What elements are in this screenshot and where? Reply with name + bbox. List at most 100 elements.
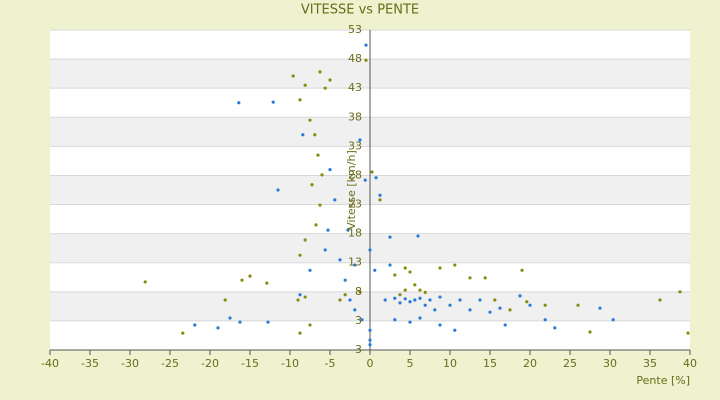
data-point [181,331,185,335]
data-point [525,300,529,304]
x-tick-label: -20 [201,357,219,370]
data-point [428,298,432,302]
data-point [383,298,387,302]
y-axis-label: Vitesse [km/h] [345,150,358,230]
data-point [423,290,427,294]
data-point [323,248,327,252]
data-point [228,316,232,320]
data-point [240,278,244,282]
data-point [508,308,512,312]
x-tick-label: 20 [523,357,537,370]
data-point [343,293,347,297]
data-point [368,338,372,342]
plot-area [49,29,691,355]
data-point [598,306,602,310]
x-tick-label: 35 [643,357,657,370]
data-point [296,298,300,302]
data-point [373,268,377,272]
data-point [318,70,322,74]
x-axis-label: Pente [%] [636,374,690,387]
x-tick-label: -15 [241,357,259,370]
data-point [543,303,547,307]
data-point [588,330,592,334]
data-point [333,198,337,202]
data-point [353,263,357,267]
data-point [298,98,302,102]
data-point [265,281,269,285]
y-tick-label: 38 [348,110,362,123]
data-point [313,133,317,137]
data-point [438,295,442,299]
data-point [370,170,374,174]
data-point [378,193,382,197]
data-point [271,100,275,104]
data-point [358,290,362,294]
data-point [308,323,312,327]
x-tick-label: 25 [563,357,577,370]
data-point [403,288,407,292]
data-point [458,298,462,302]
data-point [438,266,442,270]
data-point [418,296,422,300]
x-tick-label: -40 [41,357,59,370]
data-point [378,198,382,202]
data-point [368,343,372,347]
data-point [403,266,407,270]
data-point [216,326,220,330]
data-point [353,308,357,312]
data-point [503,323,507,327]
x-tick-label: 15 [483,357,497,370]
data-point [368,328,372,332]
data-point [374,176,378,180]
data-point [348,298,352,302]
y-tick-label: 18 [348,227,362,240]
data-point [520,268,524,272]
data-point [528,303,532,307]
data-point [368,248,372,252]
data-point [303,295,307,299]
data-point [453,328,457,332]
data-point [291,74,295,78]
data-point [416,234,420,238]
data-point [338,258,342,262]
data-point [438,323,442,327]
data-point [363,178,367,182]
data-point [266,320,270,324]
data-point [543,318,547,322]
data-point [248,274,252,278]
data-point [388,235,392,239]
data-point [238,320,242,324]
data-point [320,173,324,177]
x-tick-label: 0 [367,357,374,370]
data-point [298,253,302,257]
data-point [398,293,402,297]
data-point [323,86,327,90]
data-point [408,300,412,304]
data-point [678,290,682,294]
data-point [418,288,422,292]
data-point [360,318,364,322]
data-point [143,280,147,284]
data-point [237,101,241,105]
data-point [448,303,452,307]
data-point [223,298,227,302]
data-point [518,294,522,298]
y-tick-label: 53 [348,23,362,36]
data-point [453,263,457,267]
x-tick-label: -35 [81,357,99,370]
y-tick-label: 13 [348,256,362,269]
x-tick-label: 40 [683,357,697,370]
data-point [303,238,307,242]
data-point [303,83,307,87]
data-point [193,323,197,327]
data-point [298,293,302,297]
y-tick-label: 48 [348,52,362,65]
data-point [468,308,472,312]
x-tick-label: -30 [121,357,139,370]
data-point [316,153,320,157]
data-point [364,43,368,47]
x-tick-label: -25 [161,357,179,370]
data-point [433,308,437,312]
data-point [418,316,422,320]
